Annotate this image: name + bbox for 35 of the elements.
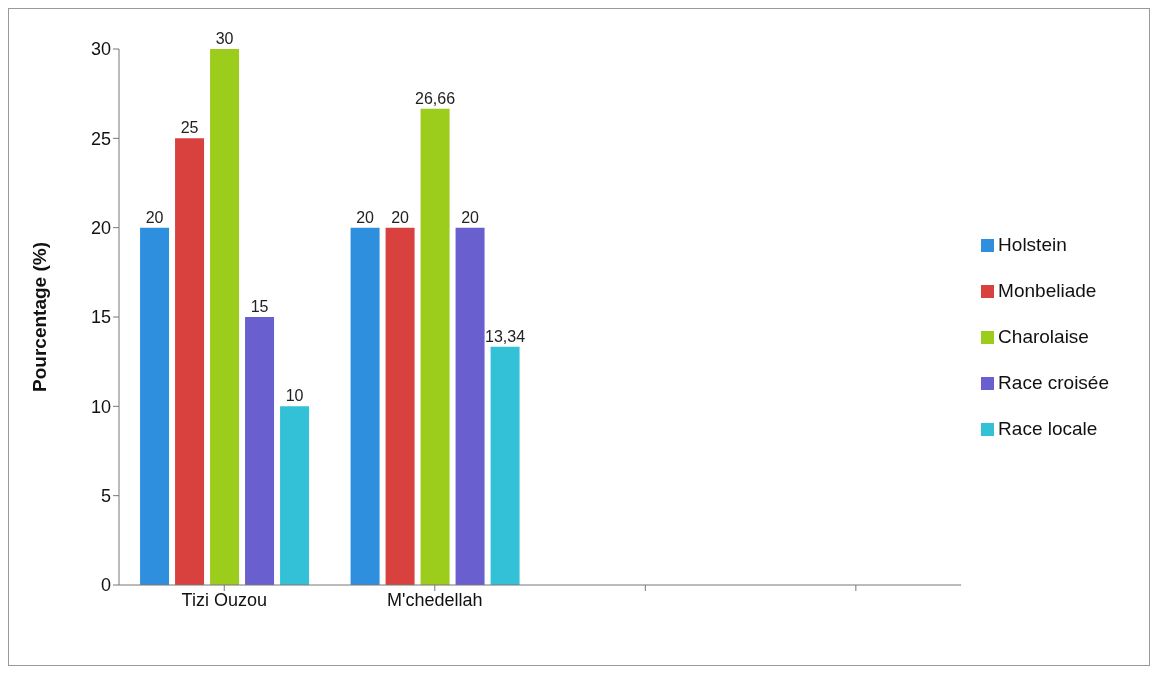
y-axis-title: Pourcentage (%)	[28, 242, 50, 392]
bar	[420, 108, 450, 585]
y-tick-label: 25	[90, 128, 111, 149]
y-tick-label: 30	[90, 39, 111, 60]
legend-label: Race locale	[998, 418, 1098, 439]
bar	[140, 227, 170, 585]
bar	[350, 227, 380, 585]
data-label: 26,66	[415, 89, 456, 107]
y-tick-label: 20	[90, 218, 111, 239]
data-label: 20	[145, 208, 164, 226]
bar	[245, 317, 275, 585]
data-label: 20	[391, 208, 410, 226]
bar	[280, 406, 310, 585]
data-label: 13,34	[485, 327, 526, 345]
bar	[490, 346, 520, 585]
legend-label: Race croisée	[998, 372, 1109, 393]
bar	[385, 227, 415, 585]
y-tick-label: 10	[90, 396, 111, 417]
data-label: 10	[285, 387, 304, 405]
bar	[175, 138, 205, 585]
legend-label: Monbeliade	[998, 280, 1097, 301]
bar	[455, 227, 485, 585]
data-label: 25	[180, 119, 199, 137]
data-label: 30	[215, 30, 234, 47]
legend-label: Charolaise	[998, 326, 1089, 347]
bar	[210, 49, 240, 585]
y-tick-label: 0	[100, 575, 111, 596]
x-tick-label: M'chedellah	[387, 589, 483, 610]
x-tick-label: Tizi Ouzou	[181, 589, 267, 610]
data-label: 20	[461, 208, 480, 226]
legend-label: Holstein	[998, 234, 1067, 255]
y-tick-label: 5	[100, 486, 111, 507]
data-label: 20	[356, 208, 375, 226]
y-tick-label: 15	[90, 307, 111, 328]
data-label: 15	[250, 298, 269, 315]
